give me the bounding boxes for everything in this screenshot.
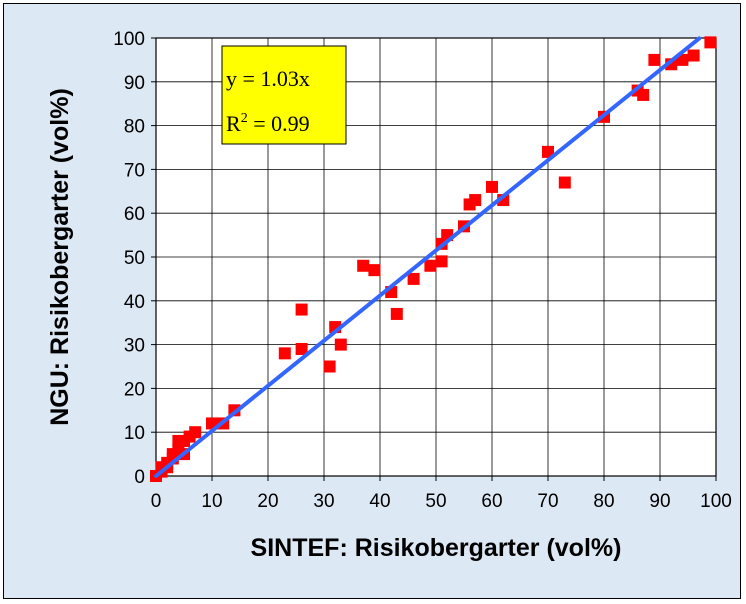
x-tick-label: 80	[593, 491, 614, 512]
r-squared-value: = 0.99	[248, 111, 310, 136]
y-tick-label: 90	[124, 73, 145, 94]
data-point	[486, 180, 498, 193]
data-point	[368, 264, 381, 277]
r-squared-prefix: R	[226, 111, 241, 136]
regression-annotation: y = 1.03x R2 = 0.99	[221, 45, 347, 145]
x-tick-label: 100	[700, 491, 732, 512]
data-point	[407, 272, 420, 285]
x-tick-label: 30	[313, 491, 334, 512]
data-point	[542, 145, 554, 158]
data-point	[334, 338, 347, 351]
x-tick-label: 90	[649, 491, 670, 512]
x-tick-label: 40	[369, 491, 390, 512]
x-axis-title: SINTEF: Risikobergarter (vol%)	[251, 534, 622, 562]
x-axis-ticks: 0 10 20 30 40 50 60 70 80 90 100	[151, 476, 732, 512]
x-tick-label: 20	[257, 491, 278, 512]
annotation-box	[221, 45, 347, 145]
x-tick-label: 60	[481, 491, 502, 512]
data-point	[435, 255, 448, 268]
y-axis-title: NGU: Risikobergarter (vol%)	[46, 88, 74, 426]
equation-text: y = 1.03x	[226, 66, 310, 91]
trendline	[154, 36, 702, 478]
data-point	[357, 259, 370, 272]
data-point	[390, 307, 403, 320]
x-tick-label: 70	[537, 491, 558, 512]
data-point	[558, 176, 571, 189]
y-tick-label: 100	[113, 29, 145, 50]
data-point	[704, 36, 717, 49]
data-point	[295, 303, 308, 316]
data-point	[295, 342, 308, 355]
data-point	[648, 53, 661, 66]
data-point	[278, 347, 291, 360]
y-tick-label: 60	[124, 204, 145, 225]
y-tick-label: 10	[124, 423, 145, 444]
y-tick-label: 0	[134, 467, 145, 488]
x-tick-label: 50	[425, 491, 446, 512]
y-tick-label: 20	[124, 379, 145, 400]
y-tick-label: 80	[124, 117, 145, 138]
data-point	[189, 426, 202, 439]
y-axis-ticks: 0 10 20 30 40 50 60 70 80 90 100	[113, 29, 156, 488]
chart-frame: 0 10 20 30 40 50 60 70 80 90 100 0 10 20 30 40 50 60 70 80…	[3, 3, 741, 599]
x-tick-label: 0	[151, 491, 162, 512]
data-point	[687, 49, 700, 62]
y-tick-label: 50	[124, 248, 145, 269]
x-tick-label: 10	[201, 491, 222, 512]
y-tick-label: 30	[124, 336, 145, 357]
y-tick-label: 70	[124, 160, 145, 181]
y-tick-label: 40	[124, 292, 145, 313]
data-point	[637, 88, 650, 101]
r-squared-text: R2 = 0.99	[226, 111, 310, 136]
scatter-chart: 0 10 20 30 40 50 60 70 80 90 100 0 10 20 30 40 50 60 70 80…	[46, 29, 732, 562]
data-point	[323, 360, 336, 373]
data-point	[424, 259, 437, 272]
data-point	[469, 194, 482, 207]
r-squared-superscript: 2	[241, 111, 248, 126]
